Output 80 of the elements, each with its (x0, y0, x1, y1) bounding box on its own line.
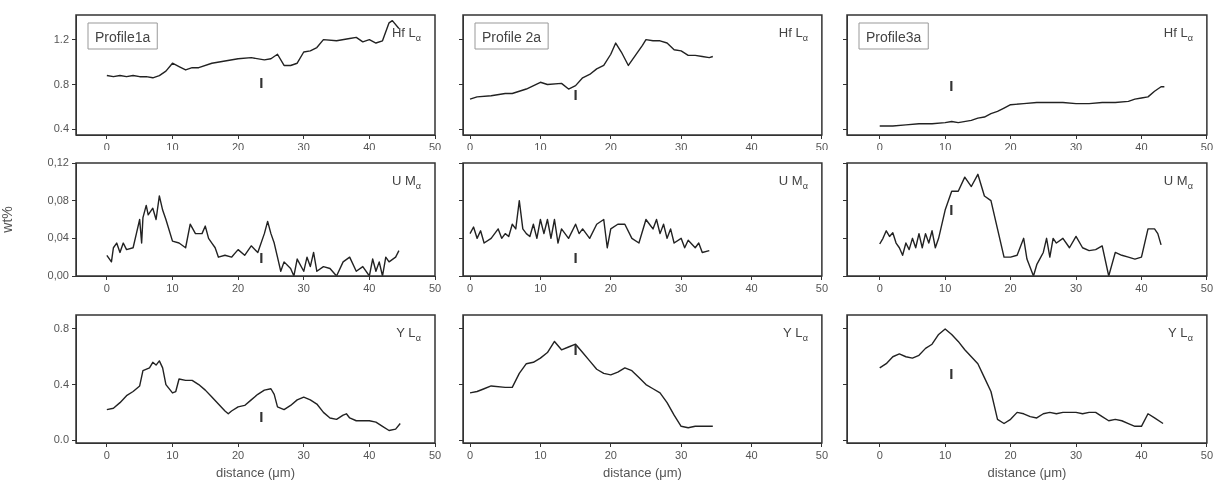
x-tick-label: 40 (363, 448, 376, 461)
y-tick-label: 1.2 (53, 32, 69, 45)
x-tick-label: 10 (939, 448, 952, 461)
x-tick-label: 0 (103, 140, 110, 153)
x-tick-label: 0 (466, 448, 474, 461)
x-tick-label: 10 (166, 281, 179, 294)
x-tick-label: 20 (231, 448, 245, 461)
x-tick-label: 30 (297, 448, 310, 461)
x-tick-label: 30 (675, 448, 688, 461)
y-tick-label: 0.8 (53, 321, 69, 334)
y-tick-label: 0,08 (47, 193, 69, 206)
x-tick-label: 40 (745, 281, 758, 294)
x-tick-label: 0 (466, 281, 474, 294)
x-axis-title: distance (μm) (987, 464, 1067, 480)
x-tick-label: 40 (1135, 281, 1148, 294)
x-tick-label: 30 (297, 140, 310, 153)
x-tick-label: 10 (939, 140, 952, 153)
y-tick-label: 0,12 (47, 156, 69, 169)
x-tick-label: 50 (428, 140, 442, 153)
annotation: I (259, 73, 264, 91)
x-tick-label: 20 (604, 448, 617, 461)
x-tick-label: 0 (103, 281, 110, 294)
y-tick-label: 0.4 (53, 122, 69, 135)
x-tick-label: 50 (815, 140, 829, 153)
x-tick-label: 50 (1200, 281, 1214, 294)
x-tick-label: 50 (428, 281, 442, 294)
annotation: I (259, 249, 264, 267)
x-tick-label: 30 (1069, 448, 1083, 461)
x-tick-label: 20 (231, 281, 245, 294)
annotation: I (573, 85, 578, 103)
x-tick-label: 30 (1069, 281, 1083, 294)
x-tick-label: 30 (675, 281, 688, 294)
x-tick-label: 40 (745, 448, 758, 461)
annotation: Profile 2a (482, 29, 542, 45)
x-tick-label: 20 (604, 281, 617, 294)
x-tick-label: 10 (939, 281, 952, 294)
x-tick-label: 50 (815, 281, 829, 294)
x-tick-label: 20 (604, 140, 617, 153)
x-tick-label: 40 (1135, 140, 1148, 153)
x-tick-label: 10 (166, 448, 179, 461)
x-tick-label: 20 (231, 140, 245, 153)
x-tick-label: 50 (815, 448, 829, 461)
annotation: I (573, 340, 578, 358)
x-tick-label: 40 (745, 140, 758, 153)
x-tick-label: 0 (876, 448, 883, 461)
x-tick-label: 0 (876, 140, 883, 153)
y-axis-title: wt% (0, 206, 16, 234)
x-tick-label: 20 (1004, 448, 1017, 461)
annotation: I (949, 200, 954, 218)
x-tick-label: 50 (428, 448, 442, 461)
x-tick-label: 40 (363, 140, 376, 153)
y-tick-label: 0.4 (53, 377, 69, 390)
y-tick-label: 0,00 (47, 269, 69, 282)
x-tick-label: 20 (1004, 281, 1017, 294)
x-tick-label: 0 (876, 281, 883, 294)
x-tick-label: 10 (534, 281, 547, 294)
x-tick-label: 10 (166, 140, 179, 153)
x-tick-label: 40 (1135, 448, 1148, 461)
x-tick-label: 10 (534, 448, 547, 461)
x-axis-title: distance (μm) (215, 464, 296, 480)
annotation: I (949, 77, 954, 95)
x-tick-label: 40 (363, 281, 376, 294)
x-tick-label: 0 (103, 448, 110, 461)
y-tick-label: 0.0 (53, 433, 69, 446)
annotation: I (573, 249, 578, 267)
x-tick-label: 50 (1200, 448, 1214, 461)
x-tick-label: 30 (297, 281, 310, 294)
y-tick-label: 0,04 (47, 231, 69, 244)
x-tick-label: 30 (675, 140, 688, 153)
annotation: Profile3a (866, 29, 922, 45)
x-tick-label: 20 (1004, 140, 1017, 153)
x-axis-title: distance (μm) (602, 464, 682, 480)
x-tick-label: 10 (534, 140, 547, 153)
x-tick-label: 0 (466, 140, 474, 153)
annotation: Profile1a (95, 29, 151, 45)
x-tick-label: 50 (1200, 140, 1214, 153)
x-tick-label: 30 (1069, 140, 1083, 153)
annotation: I (949, 365, 954, 383)
y-tick-label: 0.8 (53, 77, 69, 90)
annotation: I (259, 407, 264, 425)
